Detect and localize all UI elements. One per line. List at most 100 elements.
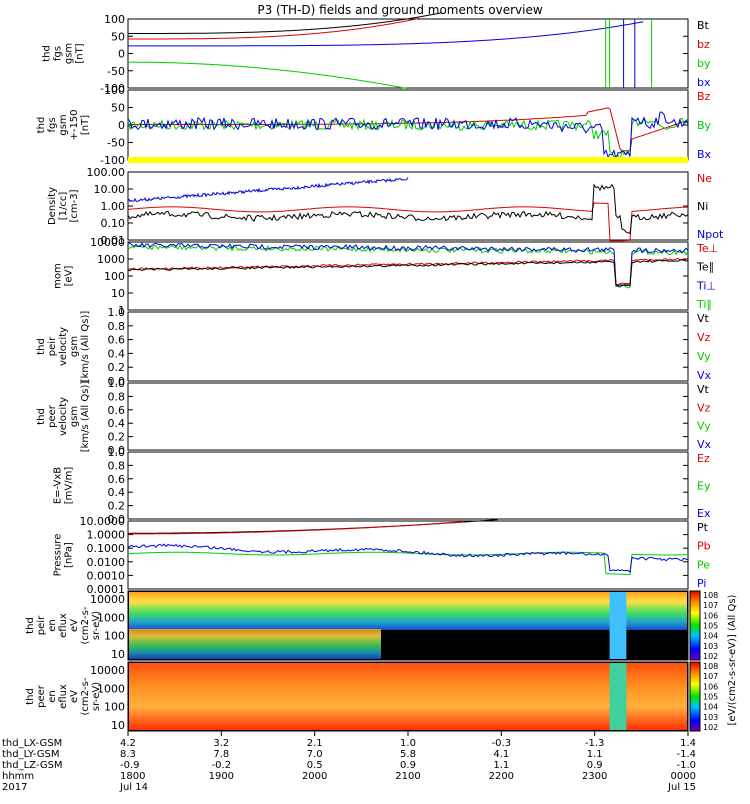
legend-Pe: Pe [697,558,710,571]
legend-Vy: Vy [697,420,711,433]
y-axis-label-line: [cm-3] [69,189,80,222]
series-Bt [128,12,442,34]
spectrogram-band [609,663,627,730]
spectrogram-fill [129,663,687,730]
series-Ti-par [127,244,689,289]
y-tick-label: 1.0 [108,377,126,390]
y-axis-label-line: [km/s (All Qs)] [80,381,91,453]
colorbar-tick-label: 104 [703,632,718,641]
axis-row-value: -0.9 [120,760,140,771]
axis-row-value: 0.9 [587,760,603,771]
colorbar-tick-label: 104 [703,703,718,712]
y-tick-label: 0.01 [101,234,126,247]
y-axis-label-line: fgs [53,46,64,61]
y-tick-label: 1000 [97,253,125,266]
y-axis-label-line: [nPa] [64,542,75,568]
y-axis-label-line: [nT] [80,115,91,135]
axis-row-value: 2000 [302,771,327,782]
legend-Ni: Ni [697,200,708,213]
colorbar-tick-label: 105 [703,693,718,702]
y-tick-label: 0.0 [108,444,126,457]
y-tick-label: 10 [111,719,125,732]
series-Npot [127,177,409,203]
y-axis-label-line: Pressure [53,534,64,577]
y-axis-label-line: gsm [69,336,80,357]
y-axis-label-line: velocity [58,397,69,436]
y-axis-label-line: eV [69,690,80,703]
y-tick-label: 100 [104,630,125,643]
colorbar-tick-label: 108 [703,591,718,600]
colorbar-tick-label: 102 [703,723,718,732]
y-axis-label-line: (cm2-s- [80,677,91,715]
legend-bz: bz [697,38,710,51]
axis-row-value: 2100 [395,771,420,782]
y-tick-label: 0.4 [108,417,126,430]
legend-Npot: Npot [697,228,724,241]
axis-row-label: thd_LY-GSM [2,749,59,760]
axis-row-label: thd_LX-GSM [2,738,62,749]
y-axis-label: thdpeirenefluxeV(cm2-s-sr-eV) [25,606,102,644]
y-axis-label-line: sr-eV) [91,682,102,711]
y-tick-label: 100 [104,701,125,714]
series-group [127,107,689,163]
axis-row-value: 8.3 [120,749,136,760]
panel-peer_velocity: 1.00.80.60.40.20.0thdpeervelocitygsm[km/… [36,377,712,457]
panel-frame [127,311,689,382]
y-tick-label: 0.0001 [87,583,126,596]
y-tick-label: 10.00 [94,183,126,196]
y-tick-label: 1.0000 [87,529,126,542]
axis-row-value: -1.0 [676,760,696,771]
y-axis-label-line: fgs [47,117,58,132]
legend-Pt: Pt [697,521,709,534]
y-axis-label: thdpeirvelocitygsm[km/s (All Qs)] [36,311,91,383]
y-axis-label-line: thd [36,117,47,134]
axis-row-value: 0.9 [400,760,416,771]
y-axis-label: Density[1/cc][cm-3] [47,187,80,225]
series-bx [128,21,644,47]
y-axis-label-line: gsm [69,406,80,427]
colorbar-tick-label: 107 [703,601,718,610]
y-tick-label: 100 [104,84,125,97]
colorbar-tick-label: 106 [703,682,718,691]
y-tick-label: 0.2 [108,500,126,513]
y-tick-label: 0.4 [108,486,126,499]
series-Pb [128,521,465,535]
y-tick-label: 0.6 [108,334,126,347]
axis-row-value: 1.4 [680,738,696,749]
y-tick-label: 50 [111,30,125,43]
y-tick-label: 0.8 [108,459,126,472]
y-tick-label: 0.2 [108,361,126,374]
series-Te-perp [127,257,689,286]
legend-Bt: Bt [697,19,710,32]
axis-row-value: 1800 [120,771,145,782]
series-Bx [127,111,689,162]
series-group [129,592,687,659]
legend-Te∥: Te∥ [696,261,714,274]
panel-peir_eflux: 10000 1000 100 10 thdpeirenefluxeV(cm2-s-sr-… [25,590,689,661]
axis-row-value: 1900 [209,771,234,782]
spectrogram-band [609,592,627,659]
y-tick-label: 1.0 [108,306,126,319]
y-axis-label-line: [1/cc] [58,192,69,221]
y-axis-label-line: thd [25,688,36,705]
panel-frame [127,241,689,311]
axis-row-value: 5.8 [400,749,416,760]
colorbar-2 [689,661,701,732]
axis-row-value: 2.1 [307,738,323,749]
y-tick-label: 0 [118,48,125,61]
legend-Ez: Ez [697,452,710,465]
series-bz [128,17,420,40]
spectrogram-fill [129,628,381,659]
legend-Te⊥: Te⊥ [696,242,718,255]
y-axis-label-line: eV [69,619,80,632]
legend-by: by [697,57,711,70]
axis-row-value: 1.1 [587,749,603,760]
y-axis-label-line: thd [42,45,53,62]
panel-peer_eflux: 10000 1000 100 10 thdpeerenefluxeV(cm2-s-sr-… [25,661,689,732]
series-Ti-perp [127,242,689,287]
y-tick-label: 1.0 [108,446,126,459]
axis-row-value: -0.3 [492,738,512,749]
